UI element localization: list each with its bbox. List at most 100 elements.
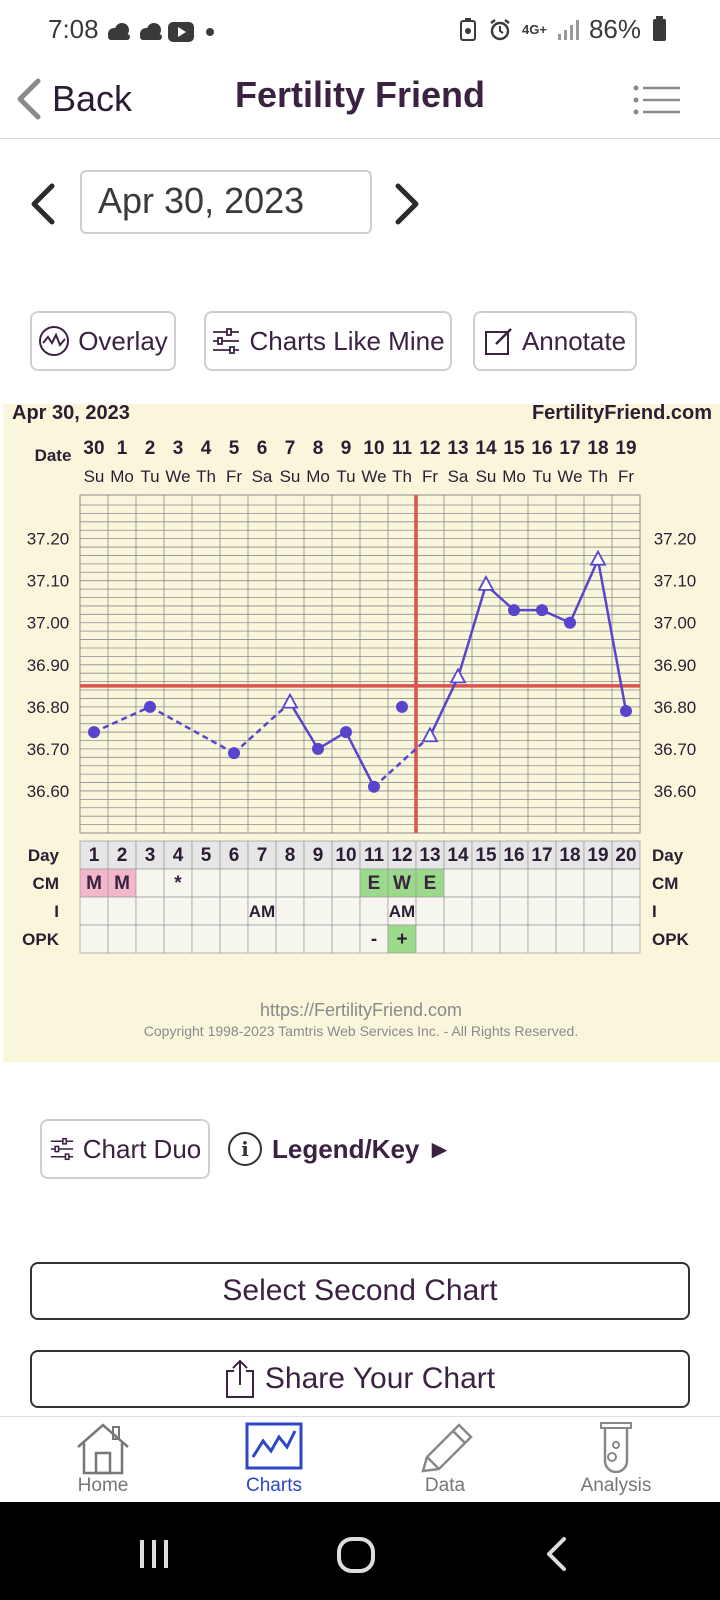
i-cell bbox=[443, 896, 473, 926]
date-label: 18 bbox=[587, 438, 608, 459]
charts-like-mine-label: Charts Like Mine bbox=[249, 325, 445, 356]
opk-cell bbox=[527, 924, 557, 954]
cm-value: M bbox=[114, 873, 130, 894]
date-label: 13 bbox=[447, 438, 468, 459]
back-label: Back bbox=[52, 78, 133, 119]
temp-point-triangle bbox=[421, 726, 439, 743]
next-date-chevron-icon[interactable] bbox=[390, 182, 424, 226]
overlay-button[interactable]: Overlay bbox=[30, 311, 176, 371]
cm-cell bbox=[135, 868, 165, 898]
system-back-icon[interactable] bbox=[544, 1536, 568, 1572]
row-label-right: Day bbox=[652, 846, 684, 865]
i-cell bbox=[219, 896, 249, 926]
day-number: 5 bbox=[201, 845, 212, 866]
date-label: 12 bbox=[419, 438, 440, 459]
temp-point bbox=[312, 742, 324, 755]
nav-home-label: Home bbox=[77, 1475, 129, 1496]
day-cell bbox=[135, 840, 165, 870]
temp-line-segment bbox=[149, 705, 235, 755]
pencil-icon bbox=[421, 1423, 473, 1473]
battery-icon bbox=[653, 15, 666, 41]
cm-cell bbox=[387, 868, 417, 898]
weekday-label: Mo bbox=[110, 467, 134, 486]
opk-value: + bbox=[396, 929, 407, 950]
share-chart-button[interactable]: Share Your Chart bbox=[30, 1350, 690, 1408]
weekday-label: We bbox=[165, 467, 190, 486]
day-number: 10 bbox=[335, 845, 356, 866]
day-number: 20 bbox=[615, 845, 636, 866]
date-label: 17 bbox=[559, 438, 580, 459]
opk-cell bbox=[303, 924, 333, 954]
cm-cell bbox=[247, 868, 277, 898]
day-number: 19 bbox=[587, 845, 608, 866]
weekday-label: Mo bbox=[306, 467, 330, 486]
temp-point-triangle bbox=[477, 574, 495, 591]
day-number: 11 bbox=[364, 845, 385, 866]
chevron-left-icon bbox=[17, 78, 41, 120]
temp-line-segment bbox=[596, 559, 628, 712]
share-icon bbox=[225, 1359, 254, 1398]
date-label: 9 bbox=[341, 438, 352, 459]
home-icon bbox=[77, 1423, 129, 1475]
annotate-button[interactable]: Annotate bbox=[473, 311, 637, 371]
intercourse-value: AM bbox=[389, 902, 415, 921]
cm-cell bbox=[191, 868, 221, 898]
i-cell bbox=[163, 896, 193, 926]
chart-duo-button[interactable]: Chart Duo bbox=[40, 1119, 210, 1179]
day-cell bbox=[219, 840, 249, 870]
day-number: 1 bbox=[89, 845, 100, 866]
weekday-label: Fr bbox=[226, 467, 242, 486]
nav-data[interactable]: Data bbox=[365, 1421, 525, 1501]
opk-cell bbox=[555, 924, 585, 954]
page-title: Fertility Friend bbox=[234, 74, 486, 115]
nav-home[interactable]: Home bbox=[23, 1421, 183, 1501]
date-label: 14 bbox=[475, 438, 497, 459]
date-field[interactable]: Apr 30, 2023 bbox=[80, 170, 372, 234]
nav-charts[interactable]: Charts bbox=[194, 1421, 354, 1501]
temp-point-triangle bbox=[589, 549, 607, 566]
legend-key-link[interactable]: i Legend/Key ► bbox=[228, 1125, 452, 1173]
temp-point bbox=[564, 616, 576, 629]
info-icon: i bbox=[228, 1132, 262, 1166]
temp-point bbox=[368, 780, 380, 793]
weekday-label: Sa bbox=[448, 467, 469, 486]
opk-cell bbox=[79, 924, 109, 954]
opk-cell bbox=[611, 924, 641, 954]
row-label-left: OPK bbox=[22, 930, 60, 949]
weekday-label: Mo bbox=[502, 467, 526, 486]
select-second-chart-button[interactable]: Select Second Chart bbox=[30, 1262, 690, 1320]
cm-value: W bbox=[393, 873, 411, 894]
i-cell bbox=[303, 896, 333, 926]
recent-apps-icon[interactable] bbox=[138, 1538, 170, 1570]
day-cell bbox=[387, 840, 417, 870]
back-button[interactable]: Back bbox=[14, 74, 132, 124]
status-right: 4G+ 86% bbox=[458, 14, 666, 45]
cm-cell bbox=[107, 868, 137, 898]
y-tick-label-left: 36.90 bbox=[27, 656, 70, 675]
prev-date-chevron-icon[interactable] bbox=[26, 182, 60, 226]
row-label-right: I bbox=[652, 902, 657, 921]
temp-line-segment bbox=[288, 701, 320, 750]
dot-icon bbox=[206, 28, 214, 36]
opk-cell bbox=[583, 924, 613, 954]
opk-cell bbox=[247, 924, 277, 954]
home-circle-icon[interactable] bbox=[336, 1536, 376, 1574]
opk-cell bbox=[107, 924, 137, 954]
i-cell bbox=[331, 896, 361, 926]
day-cell bbox=[163, 840, 193, 870]
y-tick-label-right: 37.10 bbox=[654, 572, 697, 591]
weekday-label: Sa bbox=[252, 467, 273, 486]
date-label: 5 bbox=[229, 438, 240, 459]
list-menu-icon[interactable] bbox=[632, 80, 682, 120]
edit-note-icon bbox=[484, 328, 512, 355]
cm-cell bbox=[611, 868, 641, 898]
opk-cell bbox=[135, 924, 165, 954]
date-label: 7 bbox=[285, 438, 296, 459]
nav-analysis[interactable]: Analysis bbox=[536, 1421, 696, 1501]
charts-like-mine-button[interactable]: Charts Like Mine bbox=[204, 311, 452, 371]
day-cell bbox=[275, 840, 305, 870]
y-tick-label-right: 37.20 bbox=[654, 530, 697, 549]
temp-point-triangle bbox=[281, 692, 299, 709]
cm-cell bbox=[499, 868, 529, 898]
